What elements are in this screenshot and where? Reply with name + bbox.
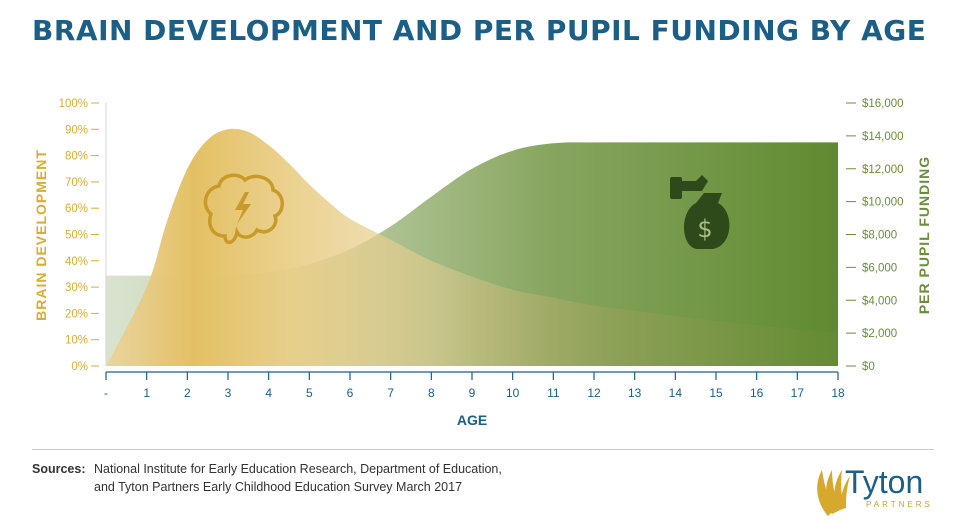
y-left-tick-label: 40%: [65, 256, 88, 268]
x-tick-label: 8: [428, 386, 435, 400]
y-right-tick-label: $10,000: [862, 197, 904, 209]
y-left-tick-label: 60%: [65, 203, 88, 215]
tyton-logo-mark: [817, 470, 850, 516]
x-tick-label: 3: [225, 386, 232, 400]
y-right-tick-label: $6,000: [862, 262, 897, 274]
x-tick-label: 18: [831, 386, 845, 400]
y-left-tick-label: 100%: [59, 98, 88, 110]
y-right-tick-label: $8,000: [862, 230, 897, 242]
x-tick-label: 16: [750, 386, 764, 400]
y-right-tick-label: $16,000: [862, 98, 904, 110]
y-left-tick-label: 90%: [65, 124, 88, 136]
x-tick-label: 2: [184, 386, 191, 400]
x-tick-label: 1: [143, 386, 150, 400]
x-tick-label: 14: [669, 386, 683, 400]
x-tick-label: 9: [469, 386, 476, 400]
money-bag-icon: $: [670, 175, 730, 249]
y-right-tick-label: $4,000: [862, 295, 897, 307]
y-left-tick-label: 0%: [71, 361, 88, 373]
x-tick-label: 12: [587, 386, 601, 400]
y-right-tick-label: $0: [862, 361, 875, 373]
y-right-tick-label: $14,000: [862, 131, 904, 143]
x-tick-label: 4: [265, 386, 272, 400]
logo-name: Tyton: [845, 464, 924, 500]
sources-label: Sources:: [32, 462, 86, 476]
x-tick-label: 5: [306, 386, 313, 400]
brain-lightning-icon: [203, 173, 284, 245]
y-right-tick-label: $2,000: [862, 328, 897, 340]
chart-area: -1 2 3 4 5 6 7 8 9 10 11 12 13 14 15 16 17 18AGE0%10%20%3…: [33, 98, 932, 428]
y-left-tick-label: 50%: [65, 230, 88, 242]
x-tick-label: 17: [791, 386, 805, 400]
y-axis-right-label: PER PUPIL FUNDING: [916, 156, 932, 314]
y-axis-left-label: BRAIN DEVELOPMENT: [33, 149, 49, 321]
divider: [32, 449, 934, 450]
y-left-tick-label: 20%: [65, 308, 88, 320]
x-tick-label: -: [104, 386, 108, 400]
y-left-tick-label: 10%: [65, 335, 88, 347]
sources-line-1: National Institute for Early Education R…: [94, 462, 502, 476]
svg-text:$: $: [697, 215, 712, 243]
chart-title: BRAIN DEVELOPMENT AND PER PUPIL FUNDING …: [32, 14, 927, 47]
x-tick-label: 7: [387, 386, 394, 400]
y-left-tick-label: 70%: [65, 177, 88, 189]
y-left-tick-label: 30%: [65, 282, 88, 294]
y-left-tick-label: 80%: [65, 151, 88, 163]
x-tick-label: 10: [506, 386, 520, 400]
y-right-tick-label: $12,000: [862, 164, 904, 176]
logo-subtitle: PARTNERS: [866, 500, 933, 509]
x-tick-label: 11: [547, 386, 560, 400]
sources-line-2: and Tyton Partners Early Childhood Educa…: [94, 480, 463, 494]
x-tick-label: 6: [347, 386, 354, 400]
series-area-brain: [106, 128, 838, 366]
x-axis-label: AGE: [457, 412, 487, 428]
x-tick-label: 13: [628, 386, 642, 400]
x-tick-label: 15: [709, 386, 723, 400]
